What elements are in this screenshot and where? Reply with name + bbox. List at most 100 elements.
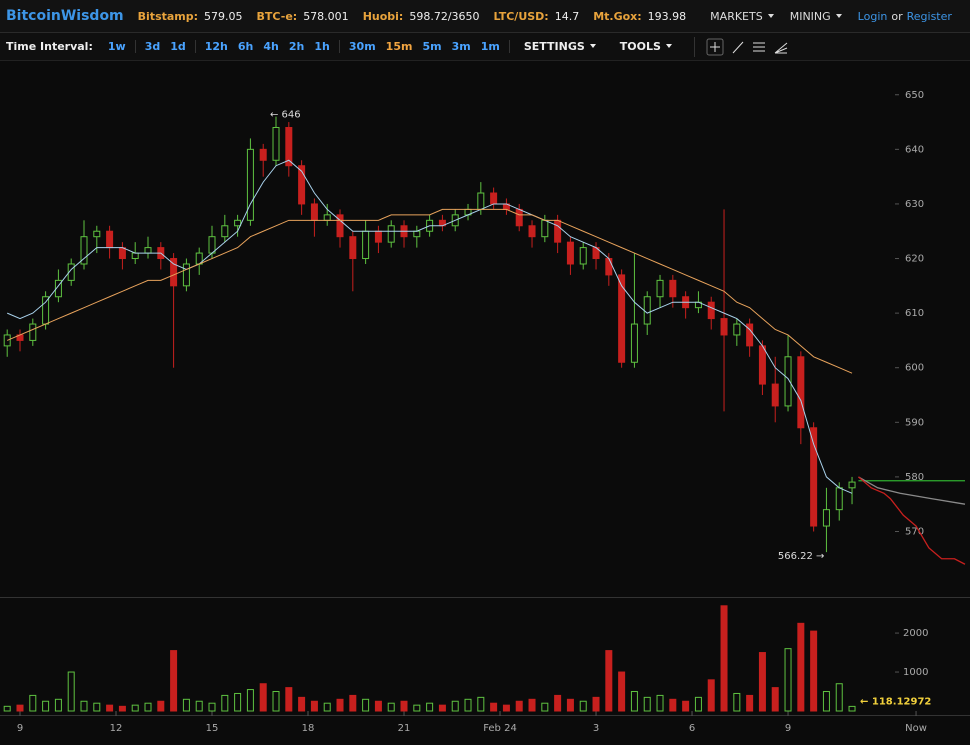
volume-bar — [797, 622, 805, 712]
ticker-label: LTC/USD: — [493, 9, 549, 23]
volume-bar — [182, 698, 190, 712]
volume-bar — [54, 698, 62, 712]
menu-group: SETTINGS TOOLS — [508, 40, 690, 53]
x-tick-label: Now — [905, 723, 927, 734]
volume-bar — [758, 652, 766, 712]
menu-item[interactable]: MINING — [790, 10, 842, 23]
x-tick-label: 15 — [206, 723, 219, 734]
brand[interactable]: BitcoinWisdom — [6, 8, 124, 24]
interval[interactable]: 5m — [422, 40, 442, 53]
depth-line — [858, 476, 966, 505]
login-link[interactable]: Login — [857, 9, 888, 23]
y-tick-label: 590 — [905, 417, 924, 428]
register-link[interactable]: Register — [906, 9, 952, 23]
ticker[interactable]: LTC/USD: 14.7 — [494, 10, 580, 23]
volume-bar — [285, 687, 293, 712]
ticker-value: 598.72/3650 — [409, 9, 480, 23]
x-tick-label: 6 — [689, 723, 695, 734]
ticker[interactable]: Mt.Gox: 193.98 — [593, 10, 686, 23]
low-annotation: 566.22 → — [778, 551, 825, 562]
volume-bar — [707, 679, 715, 712]
y-tick-label: 640 — [905, 144, 924, 155]
interval[interactable]: 6h — [237, 40, 254, 53]
interval[interactable]: 30m — [348, 40, 376, 53]
tools-menu[interactable]: TOOLS — [620, 40, 672, 53]
candle-body — [656, 279, 664, 298]
candle-body — [3, 334, 11, 347]
volume-bar — [374, 700, 382, 712]
candle-body — [707, 301, 715, 320]
menu-item[interactable]: MARKETS — [710, 10, 774, 23]
y-tick-label: 570 — [905, 526, 924, 537]
candle-body — [80, 236, 88, 265]
candle-body — [234, 219, 242, 227]
volume-bar — [438, 704, 446, 712]
candle-body — [797, 356, 805, 429]
y-tick-label: 610 — [905, 308, 924, 319]
volume-bar — [502, 704, 510, 712]
interval[interactable]: 1d — [170, 40, 186, 53]
volume-bar — [387, 702, 395, 712]
candle-body — [733, 323, 741, 336]
volume-bar — [144, 702, 152, 712]
ticker-label: Huobi: — [362, 9, 404, 23]
volume-tick-label: 2000 — [903, 628, 928, 639]
ticker[interactable]: BTC-e: 578.001 — [257, 10, 349, 23]
candle-body — [93, 230, 101, 238]
ticker[interactable]: Huobi: 598.72/3650 — [363, 10, 480, 23]
candle-body — [285, 127, 293, 167]
interval[interactable]: 4h — [263, 40, 279, 53]
volume-bar — [93, 702, 101, 712]
crosshair-tool[interactable] — [706, 38, 724, 55]
candle-body — [413, 230, 421, 238]
settings-menu[interactable]: SETTINGS — [524, 40, 596, 53]
candle-body — [630, 323, 638, 363]
y-tick-label: 580 — [905, 472, 924, 483]
volume-bar — [771, 687, 779, 712]
volume-bar — [490, 702, 498, 712]
interval[interactable]: 1m — [480, 40, 500, 53]
x-tick-label: 3 — [593, 723, 599, 734]
interval[interactable]: 1h — [314, 40, 330, 53]
candle-body — [848, 481, 856, 489]
volume-bar — [554, 694, 562, 712]
interval[interactable]: 3d — [144, 40, 161, 53]
candle-body — [771, 383, 779, 407]
volume-bar — [349, 694, 357, 712]
menus: MARKETS MINING — [710, 10, 858, 23]
interval[interactable]: 1w — [107, 40, 126, 53]
candle-body — [528, 225, 536, 238]
candle-body — [349, 236, 357, 260]
ticker[interactable]: Bitstamp: 579.05 — [138, 10, 243, 23]
volume-bar — [515, 700, 523, 712]
y-tick-label: 600 — [905, 363, 924, 374]
volume-bar — [592, 696, 600, 712]
candle-body — [554, 219, 562, 243]
tickers: Bitstamp: 579.05 BTC-e: 578.001 Huobi: 598.72… — [138, 10, 701, 23]
candle-body — [490, 192, 498, 205]
fan-tool[interactable] — [774, 42, 788, 53]
interval[interactable]: 3m — [451, 40, 471, 53]
volume-bar — [810, 630, 818, 712]
candle-body — [579, 247, 587, 265]
draw-tools — [693, 36, 788, 57]
candle-body — [822, 509, 830, 527]
candle-body — [144, 247, 152, 254]
depth-line — [858, 476, 966, 565]
candle-body — [618, 274, 626, 363]
volume-bar — [131, 704, 139, 712]
candle-body — [720, 318, 728, 336]
y-tick-label: 650 — [905, 90, 924, 101]
volume-bar — [630, 691, 638, 712]
line-tool[interactable] — [732, 41, 744, 53]
candle-body — [387, 225, 395, 243]
interval[interactable]: 12h — [204, 40, 228, 53]
volume-tick-label: 1000 — [903, 667, 928, 678]
toolbar: Time Interval: 1w 3d 1d 12h 6h 4h 2h 1h 30m 15m 5m… — [0, 33, 970, 61]
volume-bar — [221, 694, 229, 712]
interval[interactable]: 2h — [288, 40, 305, 53]
crosshair-icon — [709, 41, 720, 52]
hlines-tool[interactable] — [752, 42, 765, 51]
interval[interactable]: 15m — [385, 40, 413, 53]
high-annotation: ← 646 — [270, 110, 301, 121]
